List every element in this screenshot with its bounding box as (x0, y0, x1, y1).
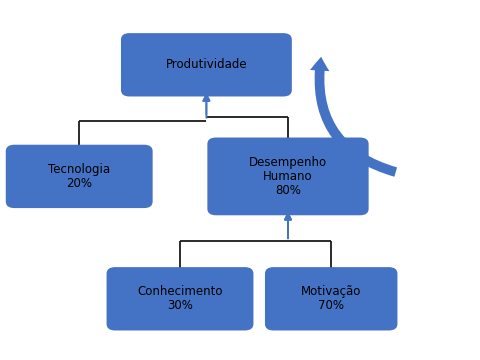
FancyArrowPatch shape (310, 57, 397, 177)
Text: 30%: 30% (167, 299, 193, 312)
Text: Produtividade: Produtividade (166, 58, 247, 71)
Text: 20%: 20% (66, 177, 92, 190)
Text: Humano: Humano (263, 170, 313, 183)
FancyBboxPatch shape (107, 267, 253, 330)
FancyBboxPatch shape (207, 138, 369, 215)
FancyBboxPatch shape (121, 33, 292, 96)
Text: Tecnologia: Tecnologia (48, 163, 110, 176)
Text: Conhecimento: Conhecimento (137, 285, 223, 298)
Text: Desempenho: Desempenho (249, 156, 327, 169)
Text: 70%: 70% (318, 299, 344, 312)
Text: Motivação: Motivação (301, 285, 361, 298)
Text: 80%: 80% (275, 184, 301, 197)
FancyBboxPatch shape (265, 267, 397, 330)
FancyBboxPatch shape (6, 145, 153, 208)
